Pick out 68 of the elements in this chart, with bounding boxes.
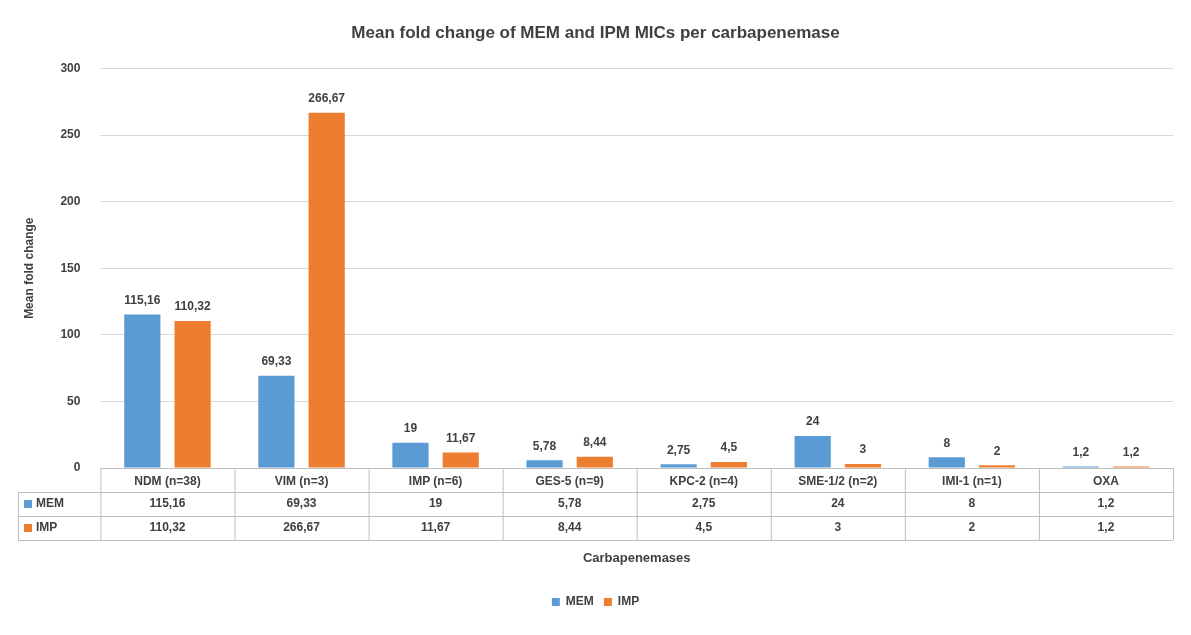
data-label: 110,32 <box>149 520 186 535</box>
text: IMP <box>36 520 58 535</box>
bar <box>442 452 479 468</box>
text: 8 <box>943 435 951 450</box>
text: 115,16 <box>124 292 161 307</box>
data-label: 2,75 <box>692 496 716 511</box>
x-tick-label: GES-5 (n=9) <box>535 473 604 488</box>
y-tick-label: 100 <box>60 327 81 342</box>
chart-title: Mean fold change of MEM and IPM MICs per carbapenemase <box>351 22 840 42</box>
data-label: 69,33 <box>286 496 317 511</box>
text: 69,33 <box>261 353 292 368</box>
y-tick-label: 0 <box>73 460 81 475</box>
text: 24 <box>806 414 820 429</box>
y-axis-title: Mean fold change <box>21 217 36 319</box>
data-label: 266,67 <box>283 520 321 535</box>
y-tick-label: 150 <box>60 260 81 275</box>
x-tick-label: IMP (n=6) <box>408 473 463 488</box>
legend-label: MEM <box>36 496 64 511</box>
data-label: 8 <box>968 496 976 511</box>
text: 5,78 <box>532 438 557 453</box>
text: 2 <box>993 443 1001 458</box>
text: 19 <box>403 421 418 435</box>
data-label: 2 <box>968 520 976 535</box>
data-label: 3 <box>834 520 842 535</box>
bar <box>124 314 161 468</box>
text: 266,67 <box>308 91 346 106</box>
text: 8,44 <box>583 435 607 450</box>
data-label: 8,44 <box>557 520 582 535</box>
data-label: 24 <box>831 496 845 511</box>
bar <box>844 464 882 468</box>
data-label: 5,78 <box>557 496 582 511</box>
x-tick-label: SME-1/2 (n=2) <box>798 473 878 488</box>
text: 110,32 <box>174 299 211 314</box>
text: 1,2 <box>1072 444 1090 459</box>
data-label: 115,16 <box>149 496 186 511</box>
x-tick-label: KPC-2 (n=4) <box>669 473 738 488</box>
text: 4,5 <box>720 440 738 455</box>
legend-label: IMP <box>617 594 640 609</box>
x-tick-label: OXA <box>1092 473 1120 488</box>
data-label: 1,2 <box>1097 520 1115 535</box>
x-tick-label: VIM (n=3) <box>274 473 329 488</box>
bar <box>308 112 345 468</box>
bar <box>258 375 295 468</box>
bar <box>978 465 1016 468</box>
text: 3 <box>859 442 867 457</box>
bar <box>526 460 563 468</box>
text: 2,75 <box>666 442 691 457</box>
x-tick-label: NDM (n=38) <box>134 473 201 488</box>
bar <box>576 456 613 468</box>
text: 11,67 <box>446 430 476 445</box>
x-axis-title: Carbapenemases <box>582 549 691 565</box>
data-label: 4,5 <box>695 520 713 535</box>
x-tick-label: IMI-1 (n=1) <box>942 473 1002 488</box>
y-tick-label: 300 <box>60 60 81 75</box>
bar <box>174 321 211 468</box>
text: 1,2 <box>1122 444 1140 459</box>
bar <box>660 464 697 468</box>
bar <box>928 457 965 468</box>
text: MEM <box>565 594 594 609</box>
bar <box>794 436 831 468</box>
y-tick-label: 50 <box>67 393 81 408</box>
y-tick-label: 200 <box>60 193 81 208</box>
data-label: 19 <box>428 496 443 511</box>
data-label: 11,67 <box>420 520 451 535</box>
y-tick-label: 250 <box>60 127 81 142</box>
bar <box>392 442 429 468</box>
bar <box>710 462 747 468</box>
data-label: 1,2 <box>1097 496 1115 511</box>
